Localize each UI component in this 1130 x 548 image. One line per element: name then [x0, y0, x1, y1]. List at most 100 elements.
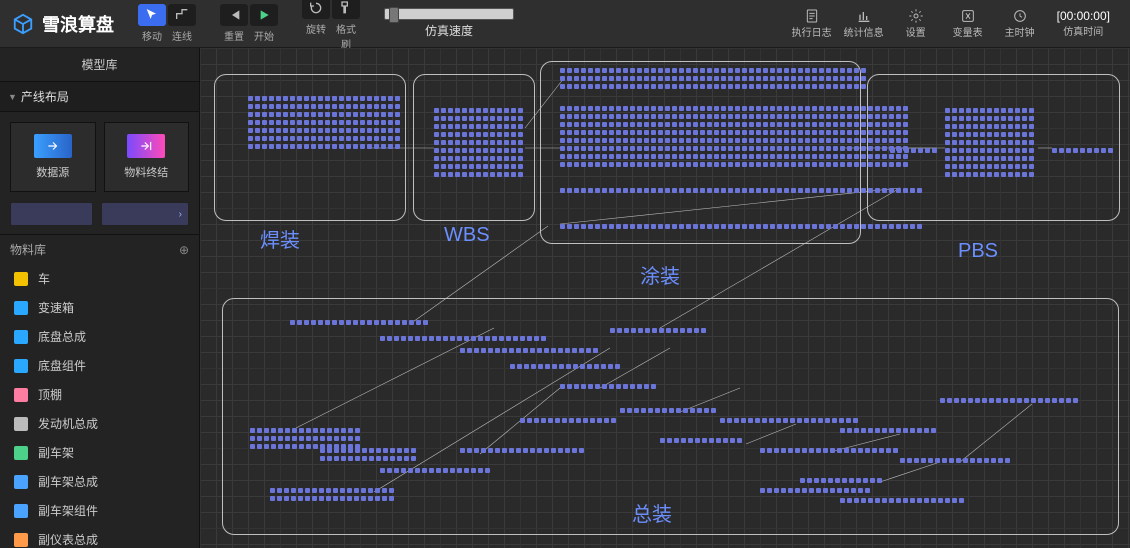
sink-tile[interactable]: 物料终结 — [104, 122, 190, 192]
node-cluster-20[interactable] — [620, 408, 716, 416]
clock-icon — [1012, 8, 1028, 24]
node-cluster-9[interactable] — [290, 320, 428, 328]
clock-button[interactable]: 主时钟 — [997, 4, 1043, 44]
node-cluster-29[interactable] — [940, 398, 1078, 406]
arrow-right-icon — [44, 139, 62, 153]
formatbrush-button[interactable] — [332, 0, 360, 19]
move-connect-group: 移动 连线 — [138, 4, 196, 43]
node-cluster-1[interactable] — [434, 108, 523, 180]
material-item-5[interactable]: 发动机总成 — [0, 409, 199, 438]
move-button[interactable] — [138, 4, 166, 26]
material-item-2[interactable]: 底盘总成 — [0, 322, 199, 351]
connect-label: 连线 — [168, 28, 196, 43]
node-cluster-24[interactable] — [800, 478, 882, 486]
sim-speed-slider[interactable] — [384, 8, 514, 20]
material-label: 副仪表总成 — [38, 531, 98, 548]
node-cluster-5[interactable] — [560, 224, 922, 232]
brush-icon — [338, 0, 354, 16]
node-cluster-17[interactable] — [380, 468, 490, 476]
material-label: 副车架组件 — [38, 502, 98, 519]
app-name: 雪浪算盘 — [42, 11, 114, 37]
node-cluster-12[interactable] — [510, 364, 620, 372]
add-material-icon[interactable]: ⊕ — [179, 243, 189, 257]
stats-label: 统计信息 — [844, 24, 884, 39]
node-cluster-18[interactable] — [460, 448, 584, 456]
material-item-1[interactable]: 变速箱 — [0, 293, 199, 322]
reset-button[interactable] — [220, 4, 248, 26]
node-cluster-4[interactable] — [560, 188, 922, 196]
mini-tile-2[interactable]: › — [101, 202, 190, 226]
material-item-4[interactable]: 顶棚 — [0, 380, 199, 409]
mini-tile-1[interactable] — [10, 202, 93, 226]
material-item-9[interactable]: 副仪表总成 — [0, 525, 199, 548]
material-item-7[interactable]: 副车架总成 — [0, 467, 199, 496]
formatbrush-label: 格式刷 — [332, 21, 360, 51]
node-cluster-27[interactable] — [760, 488, 870, 496]
node-cluster-8[interactable] — [1052, 148, 1113, 156]
node-cluster-26[interactable] — [900, 458, 1010, 466]
stats-button[interactable]: 统计信息 — [841, 4, 887, 44]
material-label: 变速箱 — [38, 299, 74, 316]
node-cluster-22[interactable] — [720, 418, 858, 426]
sim-time-label: 仿真时间 — [1063, 23, 1103, 38]
sidebar: 模型库 ▼ 产线布局 数据源 物料终结 — [0, 48, 200, 548]
material-item-0[interactable]: 车 — [0, 264, 199, 293]
node-cluster-19[interactable] — [520, 418, 616, 426]
node-cluster-15[interactable] — [320, 448, 416, 464]
node-cluster-21[interactable] — [660, 438, 742, 446]
material-icon — [14, 504, 28, 518]
node-cluster-28[interactable] — [840, 498, 964, 506]
material-icon — [14, 446, 28, 460]
material-lib-label: 物料库 — [10, 241, 46, 258]
settings-button[interactable]: 设置 — [893, 4, 939, 44]
start-button[interactable] — [250, 4, 278, 26]
cursor-icon — [144, 7, 160, 23]
material-label: 顶棚 — [38, 386, 62, 403]
node-cluster-13[interactable] — [560, 384, 656, 392]
material-label: 底盘组件 — [38, 357, 86, 374]
node-cluster-0[interactable] — [248, 96, 400, 152]
zone-label-wbs: WBS — [444, 224, 490, 247]
node-cluster-2[interactable] — [560, 68, 866, 92]
reset-start-group: 重置 开始 — [220, 4, 278, 43]
material-list: 车变速箱底盘总成底盘组件顶棚发动机总成副车架副车架总成副车架组件副仪表总成 — [0, 264, 199, 548]
sim-speed-group: 仿真速度 — [384, 8, 514, 39]
material-label: 发动机总成 — [38, 415, 98, 432]
material-icon — [14, 359, 28, 373]
datasource-label: 数据源 — [36, 164, 69, 180]
material-item-8[interactable]: 副车架组件 — [0, 496, 199, 525]
node-cluster-10[interactable] — [380, 336, 546, 344]
log-button[interactable]: 执行日志 — [789, 4, 835, 44]
material-item-6[interactable]: 副车架 — [0, 438, 199, 467]
node-cluster-3[interactable] — [560, 106, 908, 170]
node-cluster-6[interactable] — [945, 108, 1034, 180]
zone-label-tuzhuang: 涂装 — [640, 260, 680, 289]
material-lib-header[interactable]: 物料库 ⊕ — [0, 234, 199, 264]
rotate-icon — [308, 0, 324, 16]
node-cluster-30[interactable] — [610, 328, 706, 336]
node-cluster-16[interactable] — [270, 488, 394, 504]
node-cluster-11[interactable] — [460, 348, 598, 356]
vars-button[interactable]: 变量表 — [945, 4, 991, 44]
node-cluster-23[interactable] — [760, 448, 898, 456]
sim-time-value: [00:00:00] — [1057, 9, 1110, 23]
canvas[interactable]: 焊装WBS涂装PBS总装 — [200, 48, 1130, 548]
start-label: 开始 — [250, 28, 278, 43]
layout-section-header[interactable]: ▼ 产线布局 — [0, 81, 199, 112]
slider-thumb[interactable] — [389, 7, 399, 23]
top-toolbar: 雪浪算盘 移动 连线 — [0, 0, 1130, 48]
connect-button[interactable] — [168, 4, 196, 26]
material-item-3[interactable]: 底盘组件 — [0, 351, 199, 380]
datasource-tile[interactable]: 数据源 — [10, 122, 96, 192]
polyline-icon — [174, 7, 190, 23]
logo-icon — [12, 13, 34, 35]
node-cluster-25[interactable] — [840, 428, 936, 436]
variable-icon — [960, 8, 976, 24]
rotate-brush-group: 旋转 格式刷 — [302, 0, 360, 51]
material-label: 车 — [38, 270, 50, 287]
node-cluster-7[interactable] — [890, 148, 937, 156]
material-icon — [14, 475, 28, 489]
chevron-down-icon: ▼ — [8, 92, 17, 102]
gear-icon — [908, 8, 924, 24]
rotate-button[interactable] — [302, 0, 330, 19]
